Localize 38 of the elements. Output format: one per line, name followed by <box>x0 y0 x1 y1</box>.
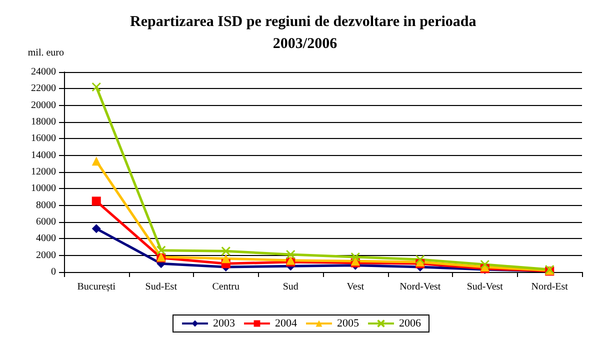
legend-label: 2004 <box>275 318 298 330</box>
y-tick-label: 24000 <box>31 66 56 78</box>
point <box>286 250 296 260</box>
point <box>156 246 166 256</box>
point <box>480 260 490 270</box>
x-tick-label: Sud-Vest <box>466 282 504 292</box>
point <box>92 156 101 166</box>
y-tick-label: 22000 <box>31 83 56 94</box>
y-tick-label: 12000 <box>31 166 56 178</box>
y-tick-label: 4000 <box>36 233 56 244</box>
x-tick-label: Nord-Est <box>531 282 568 292</box>
x-tick-label: Centru <box>212 282 240 292</box>
y-tick-label: 8000 <box>36 200 56 211</box>
point <box>92 82 102 92</box>
point <box>221 246 231 256</box>
x-tick-label: București <box>77 282 116 292</box>
y-axis-title: mil. euro <box>28 48 64 58</box>
x-tick-label: Sud <box>282 282 298 292</box>
y-tick-label: 18000 <box>31 116 56 128</box>
y-tick-label: 20000 <box>31 100 56 111</box>
point <box>415 254 425 264</box>
point <box>92 196 101 206</box>
legend-label: 2006 <box>399 318 422 330</box>
y-tick-label: 10000 <box>31 183 56 194</box>
x-tick-label: Vest <box>346 282 364 292</box>
y-tick-label: 6000 <box>36 216 56 228</box>
chart-title: Repartizarea ISD pe regiuni de dezvoltare in perioada 2003/2006 <box>130 14 480 52</box>
legend-label: 2003 <box>213 318 236 330</box>
point <box>350 252 360 262</box>
y-tick-label: 16000 <box>31 133 56 144</box>
x-tick-label: Sud-Est <box>145 282 178 292</box>
legend-label: 2005 <box>337 318 360 330</box>
y-tick-label: 14000 <box>31 150 56 161</box>
point <box>92 224 101 234</box>
x-tick-label: Nord-Vest <box>400 282 441 292</box>
point <box>221 254 230 264</box>
y-tick-label: 0 <box>51 266 56 278</box>
y-tick-label: 2000 <box>36 250 56 261</box>
